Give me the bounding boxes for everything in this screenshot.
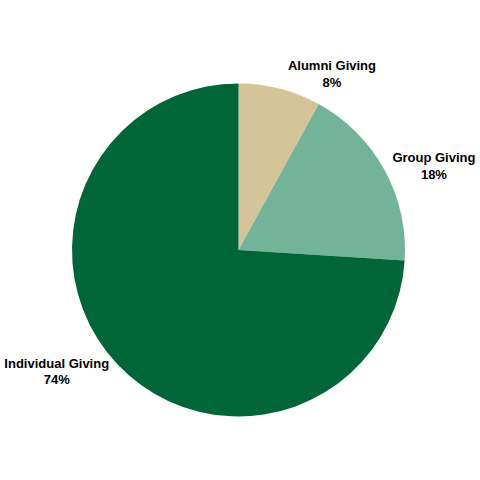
- svg-text:Group Giving18%: Group Giving18%: [392, 150, 475, 182]
- svg-text:Alumni Giving8%: Alumni Giving8%: [288, 58, 376, 90]
- svg-text:Individual Giving74%: Individual Giving74%: [4, 356, 109, 388]
